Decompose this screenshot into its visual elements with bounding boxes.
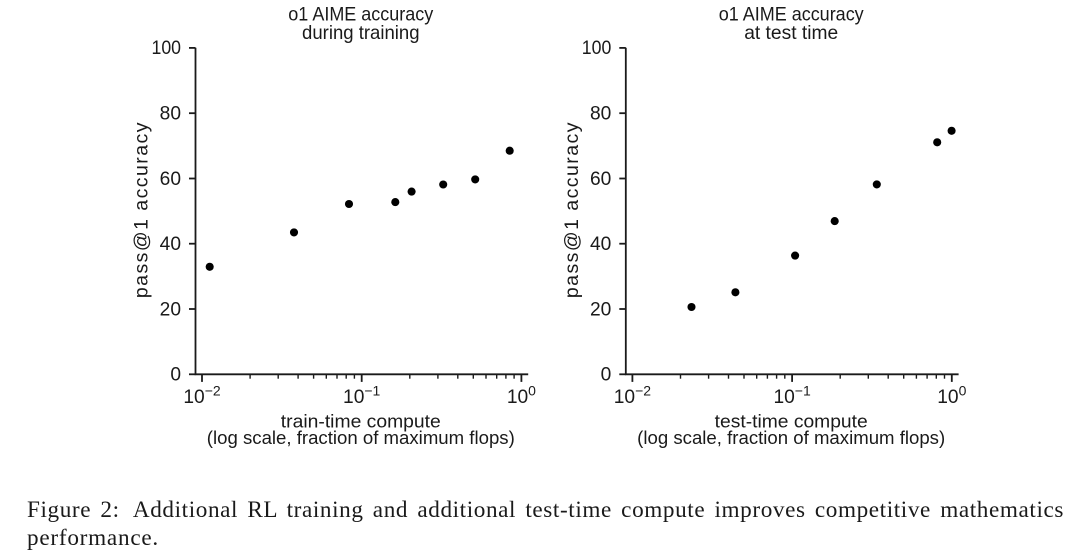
svg-text:test-time compute: test-time compute <box>715 410 868 431</box>
svg-text:40: 40 <box>160 234 181 255</box>
svg-text:pass@1 accuracy: pass@1 accuracy <box>131 121 153 298</box>
svg-text:10−2: 10−2 <box>614 383 652 408</box>
svg-text:10−1: 10−1 <box>773 383 811 408</box>
svg-text:o1 AIME accuracy: o1 AIME accuracy <box>288 4 433 25</box>
svg-text:40: 40 <box>590 234 611 255</box>
svg-text:20: 20 <box>160 299 181 320</box>
svg-text:pass@1 accuracy: pass@1 accuracy <box>561 121 583 298</box>
svg-text:at test time: at test time <box>744 23 838 44</box>
svg-text:0: 0 <box>170 365 181 386</box>
svg-text:100: 100 <box>507 383 536 408</box>
svg-text:10−2: 10−2 <box>183 383 221 408</box>
svg-text:(log scale, fraction of maximu: (log scale, fraction of maximum flops) <box>637 427 945 448</box>
svg-text:100: 100 <box>937 383 966 408</box>
svg-text:10−1: 10−1 <box>343 383 381 408</box>
svg-text:100: 100 <box>152 38 182 59</box>
svg-text:0: 0 <box>601 365 612 386</box>
svg-text:o1 AIME accuracy: o1 AIME accuracy <box>719 4 864 25</box>
svg-text:80: 80 <box>590 104 611 125</box>
svg-text:80: 80 <box>160 104 181 125</box>
svg-text:20: 20 <box>590 299 611 320</box>
svg-text:60: 60 <box>590 169 611 190</box>
svg-text:60: 60 <box>160 169 181 190</box>
svg-text:(log scale, fraction of maximu: (log scale, fraction of maximum flops) <box>207 427 515 448</box>
svg-text:100: 100 <box>582 38 612 59</box>
svg-text:train-time compute: train-time compute <box>281 410 441 431</box>
svg-text:during training: during training <box>302 23 420 44</box>
